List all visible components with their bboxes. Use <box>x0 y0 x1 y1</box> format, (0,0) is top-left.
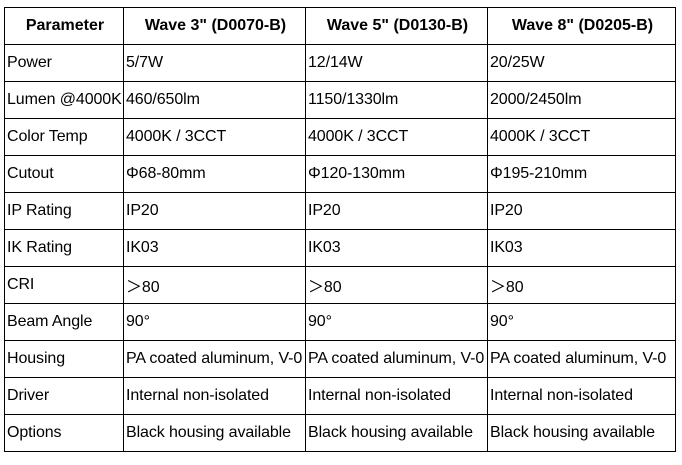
table-row: Lumen @4000K 460/650lm 1150/1330lm 2000/… <box>4 81 676 119</box>
value-cell: IK03 <box>487 229 676 267</box>
table-row: Housing PA coated aluminum, V-0 PA coate… <box>4 340 676 378</box>
value-cell: ＞80 <box>123 266 306 304</box>
value-cell: 90° <box>305 303 488 341</box>
value-cell: 4000K / 3CCT <box>123 118 306 156</box>
parameter-cell: Driver <box>4 377 124 415</box>
value-cell: Φ195-210mm <box>487 155 676 193</box>
value-cell: IK03 <box>123 229 306 267</box>
table-row: CRI ＞80 ＞80 ＞80 <box>4 266 676 304</box>
value-cell: 4000K / 3CCT <box>487 118 676 156</box>
parameter-cell: IK Rating <box>4 229 124 267</box>
value-cell: IP20 <box>123 192 306 230</box>
value-cell: Internal non-isolated <box>487 377 676 415</box>
parameter-cell: Lumen @4000K <box>4 81 124 119</box>
value-cell: 1150/1330lm <box>305 81 488 119</box>
value-cell: 90° <box>123 303 306 341</box>
value-cell: Φ120-130mm <box>305 155 488 193</box>
parameter-cell: Color Temp <box>4 118 124 156</box>
value-cell: Black housing available <box>305 414 488 452</box>
parameter-cell: IP Rating <box>4 192 124 230</box>
value-cell: IP20 <box>305 192 488 230</box>
value-cell: 5/7W <box>123 44 306 82</box>
value-cell: Black housing available <box>487 414 676 452</box>
value-cell: PA coated aluminum, V-0 <box>123 340 306 378</box>
table-row: Beam Angle 90° 90° 90° <box>4 303 676 341</box>
value-cell: 12/14W <box>305 44 488 82</box>
parameter-cell: Housing <box>4 340 124 378</box>
table-row: Power 5/7W 12/14W 20/25W <box>4 44 676 82</box>
value-cell: IK03 <box>305 229 488 267</box>
value-cell: Internal non-isolated <box>123 377 306 415</box>
value-cell: 2000/2450lm <box>487 81 676 119</box>
table-row: Cutout Φ68-80mm Φ120-130mm Φ195-210mm <box>4 155 676 193</box>
value-cell: Internal non-isolated <box>305 377 488 415</box>
table-row: IP Rating IP20 IP20 IP20 <box>4 192 676 230</box>
value-cell: ＞80 <box>487 266 676 304</box>
table-row: Options Black housing available Black ho… <box>4 414 676 452</box>
value-cell: 90° <box>487 303 676 341</box>
parameter-cell: Power <box>4 44 124 82</box>
parameter-cell: CRI <box>4 266 124 304</box>
table-row: Color Temp 4000K / 3CCT 4000K / 3CCT 400… <box>4 118 676 156</box>
value-cell: 20/25W <box>487 44 676 82</box>
value-cell: 460/650lm <box>123 81 306 119</box>
value-cell: IP20 <box>487 192 676 230</box>
parameter-cell: Cutout <box>4 155 124 193</box>
value-cell: 4000K / 3CCT <box>305 118 488 156</box>
header-parameter: Parameter <box>4 7 124 45</box>
spec-table: Parameter Wave 3" (D0070-B) Wave 5" (D01… <box>4 7 676 452</box>
value-cell: ＞80 <box>305 266 488 304</box>
header-wave-3: Wave 3" (D0070-B) <box>123 7 306 45</box>
header-row: Parameter Wave 3" (D0070-B) Wave 5" (D01… <box>4 7 676 45</box>
table-row: IK Rating IK03 IK03 IK03 <box>4 229 676 267</box>
parameter-cell: Beam Angle <box>4 303 124 341</box>
table-row: Driver Internal non-isolated Internal no… <box>4 377 676 415</box>
value-cell: PA coated aluminum, V-0 <box>305 340 488 378</box>
value-cell: Black housing available <box>123 414 306 452</box>
header-wave-5: Wave 5" (D0130-B) <box>305 7 488 45</box>
value-cell: Φ68-80mm <box>123 155 306 193</box>
header-wave-8: Wave 8" (D0205-B) <box>487 7 676 45</box>
parameter-cell: Options <box>4 414 124 452</box>
value-cell: PA coated aluminum, V-0 <box>487 340 676 378</box>
